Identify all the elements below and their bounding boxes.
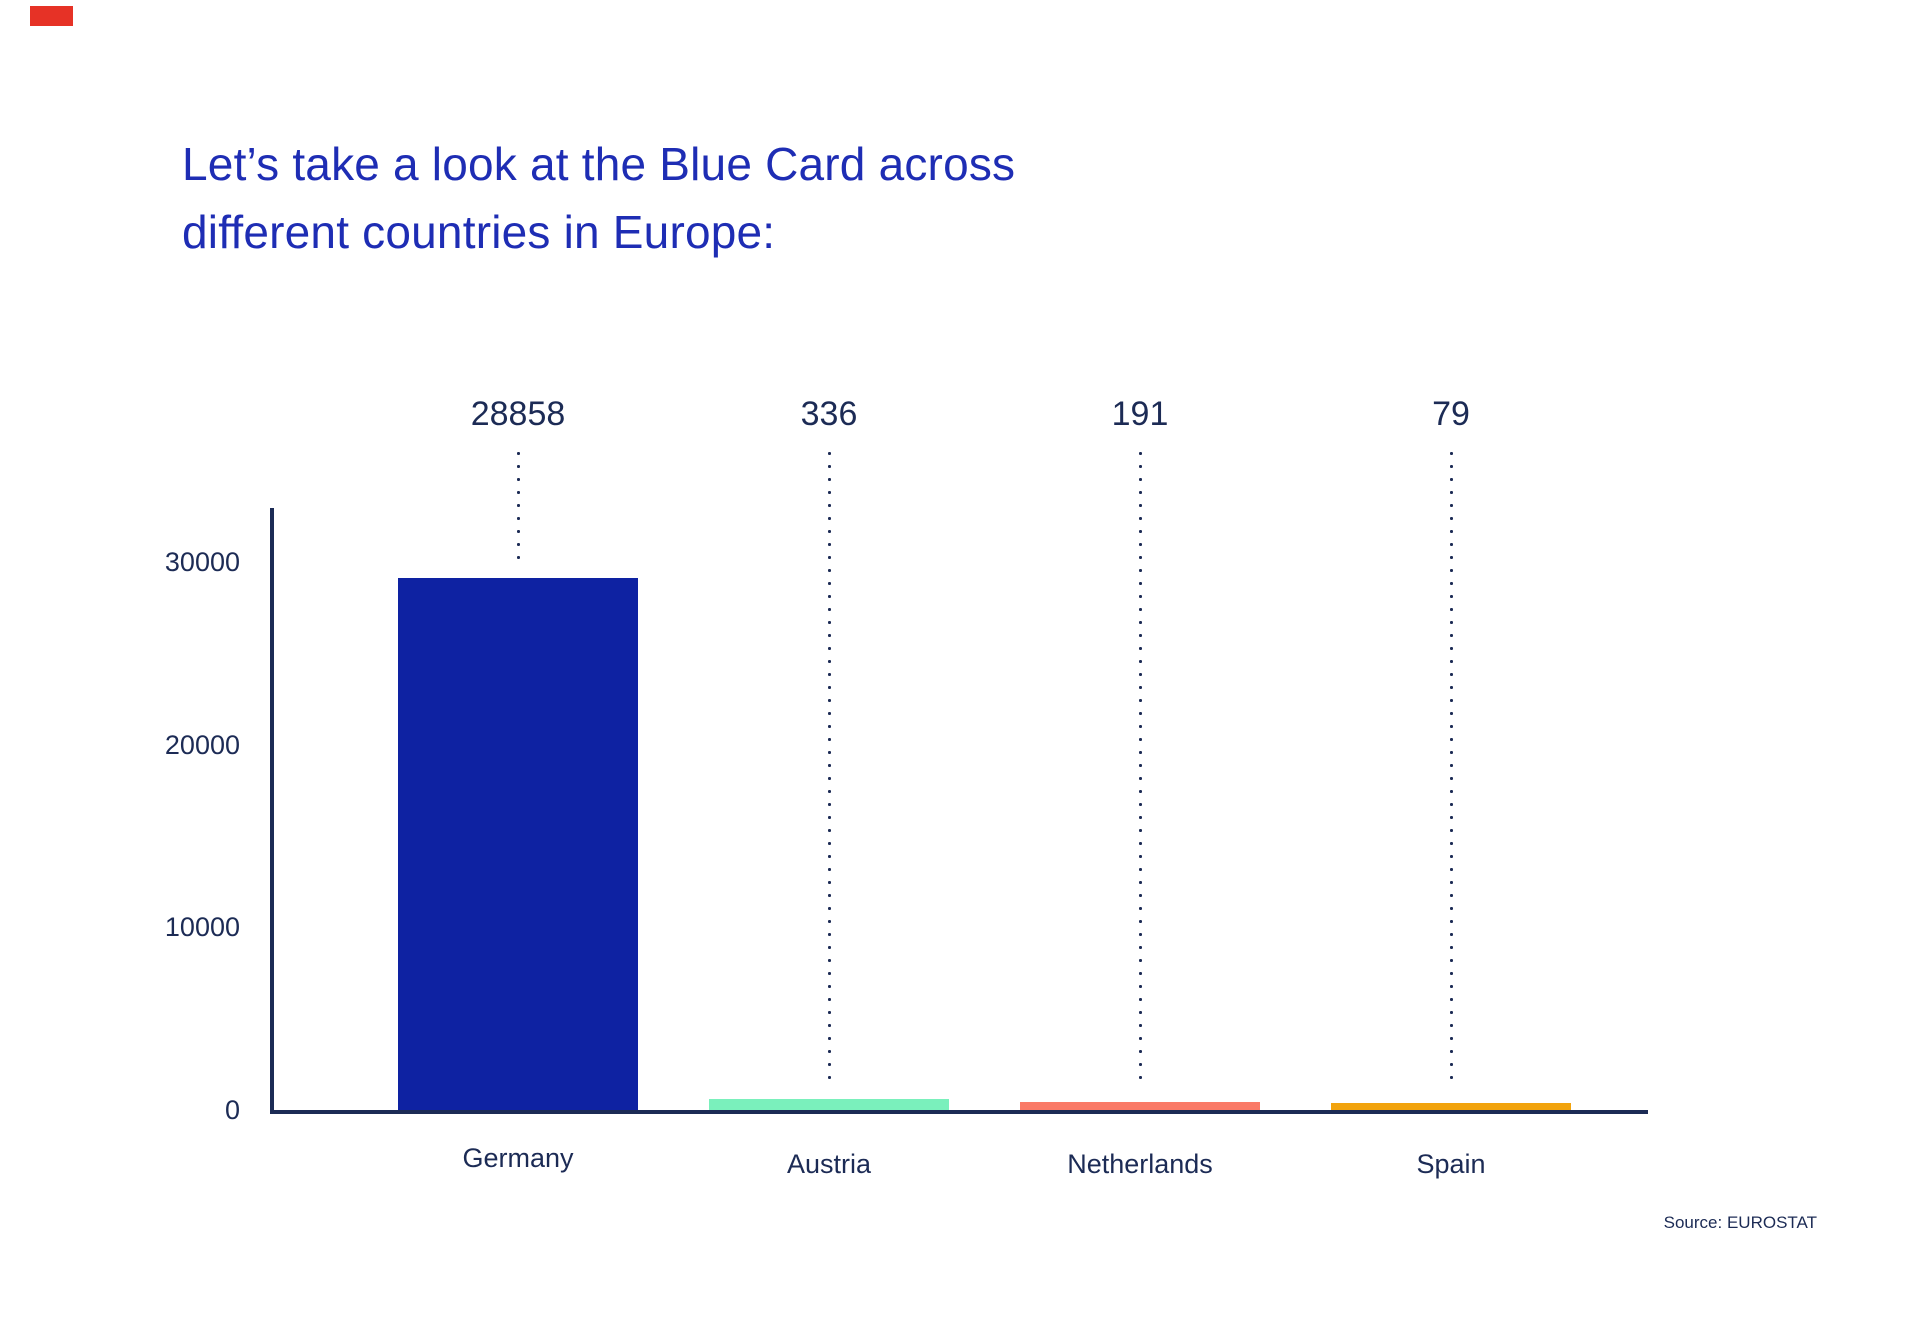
value-label-spain: 79: [1432, 395, 1470, 433]
value-label-germany: 28858: [470, 395, 566, 433]
chart-title: Let’s take a look at the Blue Card acros…: [182, 130, 1432, 266]
red-marker: [30, 6, 73, 26]
leader-line-germany: [516, 447, 520, 561]
bar-netherlands: [1020, 1102, 1260, 1110]
chart-title-line1: Let’s take a look at the Blue Card acros…: [182, 138, 1016, 190]
bar-austria: [709, 1099, 949, 1110]
category-label-spain: Spain: [1416, 1149, 1486, 1179]
category-label-netherlands: Netherlands: [1067, 1149, 1213, 1179]
y-tick-label: 0: [224, 1095, 240, 1125]
x-axis-line: [270, 1110, 1648, 1114]
y-tick-label: 20000: [164, 729, 240, 760]
category-label-germany: Germany: [462, 1143, 574, 1173]
source-note: Source: EUROSTAT: [1663, 1213, 1817, 1232]
leader-line-spain: [1449, 447, 1453, 1086]
y-tick-label: 30000: [164, 547, 240, 577]
bar-germany: [398, 578, 638, 1110]
leader-line-netherlands: [1138, 447, 1142, 1085]
value-label-netherlands: 191: [1111, 395, 1169, 433]
y-axis-line: [270, 508, 274, 1114]
y-tick-label: 10000: [164, 912, 240, 943]
value-label-austria: 336: [800, 395, 858, 433]
category-label-austria: Austria: [786, 1149, 872, 1179]
chart-title-line2: different countries in Europe:: [182, 206, 776, 258]
bar-spain: [1331, 1103, 1571, 1110]
leader-line-austria: [827, 447, 831, 1082]
